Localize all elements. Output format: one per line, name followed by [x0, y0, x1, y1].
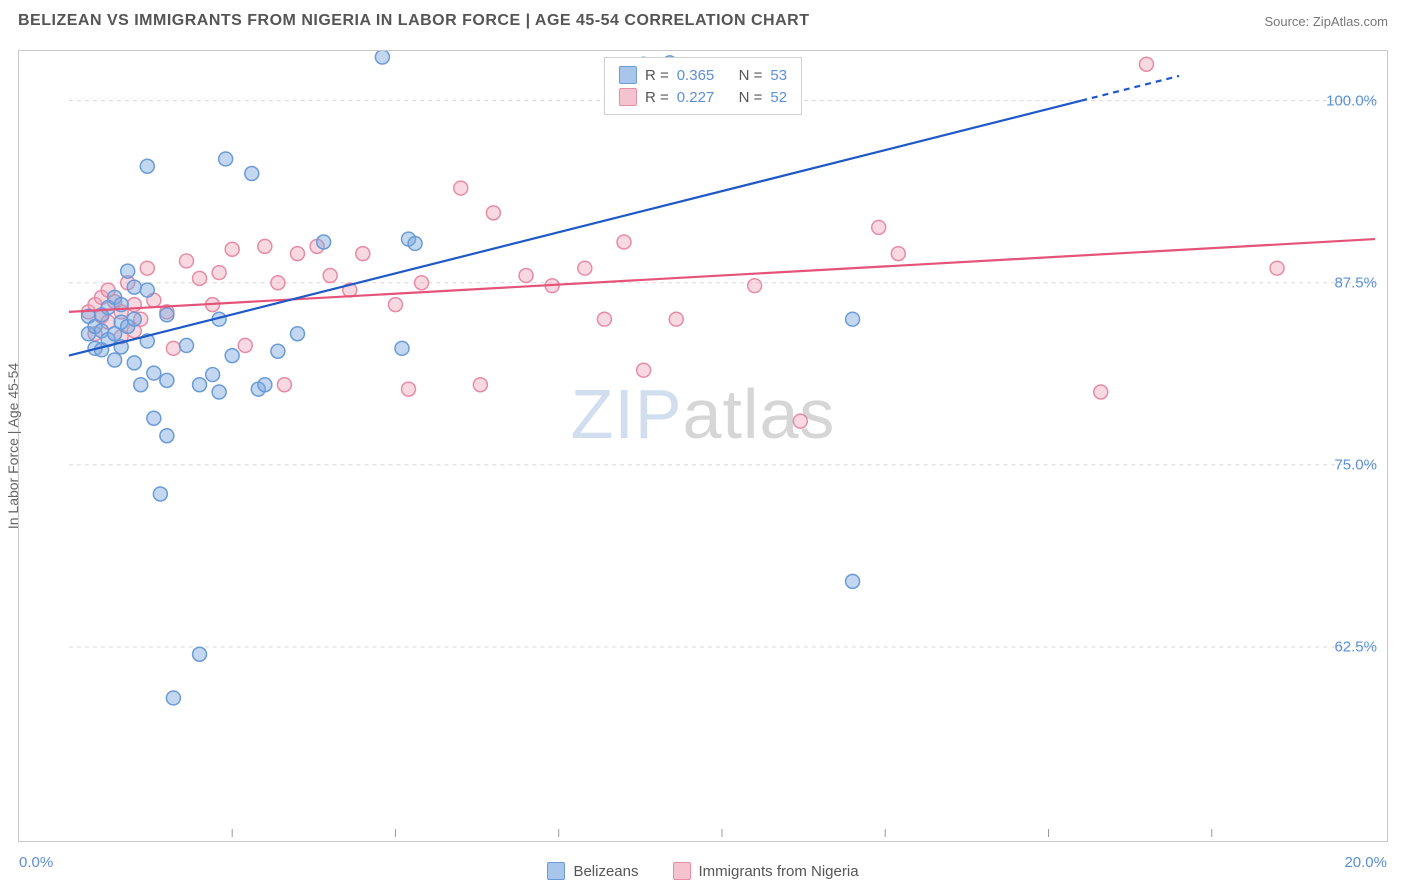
chart-area: In Labor Force | Age 45-54 ZIPatlas R = … — [18, 50, 1388, 842]
n-label: N = — [739, 67, 763, 84]
legend-label-1: Belizeans — [573, 863, 638, 880]
plot-svg — [19, 51, 1387, 841]
legend-label-2: Immigrants from Nigeria — [699, 863, 859, 880]
y-tick-label: 62.5% — [1334, 638, 1377, 655]
legend-swatch-1 — [547, 862, 565, 880]
stats-row-1: R = 0.365 N = 53 — [619, 64, 787, 86]
r-value-2: 0.227 — [677, 89, 715, 106]
n-value-1: 53 — [770, 67, 787, 84]
legend-swatch-2 — [673, 862, 691, 880]
legend-item-2: Immigrants from Nigeria — [673, 862, 859, 880]
source-label: Source: ZipAtlas.com — [1264, 14, 1388, 29]
r-label: R = — [645, 89, 669, 106]
y-tick-label: 75.0% — [1334, 456, 1377, 473]
legend-item-1: Belizeans — [547, 862, 638, 880]
chart-title: BELIZEAN VS IMMIGRANTS FROM NIGERIA IN L… — [18, 12, 809, 30]
n-label: N = — [739, 89, 763, 106]
legend: Belizeans Immigrants from Nigeria — [0, 862, 1406, 880]
r-label: R = — [645, 67, 669, 84]
stats-swatch-1 — [619, 66, 637, 84]
r-value-1: 0.365 — [677, 67, 715, 84]
stats-box: R = 0.365 N = 53 R = 0.227 N = 52 — [604, 57, 802, 115]
y-tick-label: 87.5% — [1334, 274, 1377, 291]
n-value-2: 52 — [770, 89, 787, 106]
stats-swatch-2 — [619, 88, 637, 106]
y-tick-label: 100.0% — [1326, 92, 1377, 109]
stats-row-2: R = 0.227 N = 52 — [619, 86, 787, 108]
